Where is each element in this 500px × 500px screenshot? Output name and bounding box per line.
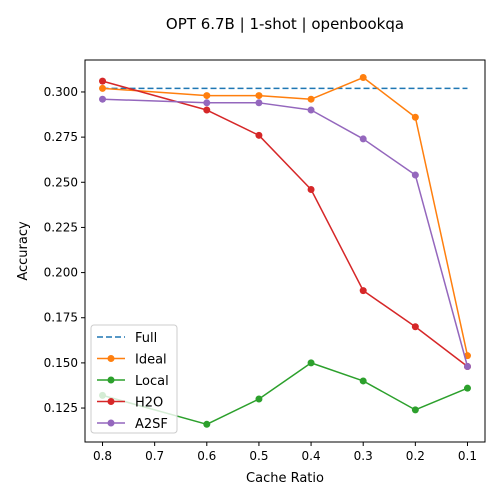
data-point-h2o	[255, 131, 263, 139]
legend: Full Ideal Local H2O A2SF	[90, 324, 178, 434]
y-tick-label: 0.175	[44, 311, 78, 325]
legend-marker-a2sf	[107, 419, 115, 427]
y-tick-label: 0.200	[44, 266, 78, 280]
data-point-a2sf	[411, 171, 419, 179]
data-point-ideal	[203, 92, 211, 100]
x-tick-label: 0.3	[354, 449, 373, 463]
x-tick-label: 0.4	[302, 449, 321, 463]
y-tick-label: 0.125	[44, 401, 78, 415]
data-point-ideal	[99, 84, 107, 92]
y-tick-label: 0.250	[44, 175, 78, 189]
legend-box	[90, 324, 178, 434]
x-tick-label: 0.7	[145, 449, 164, 463]
chart-title: OPT 6.7B | 1-shot | openbookqa	[166, 15, 404, 33]
legend-item-ideal: Ideal	[97, 353, 167, 368]
series-line-h2o	[102, 80, 468, 368]
x-axis-label: Cache Ratio	[246, 471, 324, 486]
y-tick-label: 0.225	[44, 220, 78, 234]
legend-item-a2sf: A2SF	[97, 417, 168, 432]
data-point-a2sf	[255, 99, 263, 107]
series-ideal	[99, 74, 471, 360]
legend-item-h2o: H2O	[97, 396, 163, 411]
data-point-local	[463, 384, 471, 392]
y-tick-label: 0.300	[44, 85, 78, 99]
legend-item-full: Full	[97, 331, 157, 346]
plot-area	[99, 74, 471, 428]
legend-label-a2sf: A2SF	[135, 417, 168, 432]
data-point-local	[359, 377, 367, 385]
data-point-ideal	[411, 113, 419, 121]
y-tick-label: 0.150	[44, 356, 78, 370]
x-tick-label: 0.8	[93, 449, 112, 463]
data-point-ideal	[359, 74, 367, 82]
x-tick-label: 0.1	[458, 449, 477, 463]
data-point-a2sf	[203, 99, 211, 107]
y-axis-label: Accuracy	[16, 221, 31, 281]
data-point-local	[203, 420, 211, 428]
legend-label-ideal: Ideal	[135, 353, 167, 368]
y-tick-label: 0.275	[44, 130, 78, 144]
data-point-h2o	[359, 287, 367, 295]
data-point-ideal	[255, 92, 263, 100]
data-point-h2o	[307, 186, 315, 194]
x-tick-label: 0.2	[406, 449, 425, 463]
data-point-a2sf	[359, 135, 367, 143]
legend-marker-h2o	[107, 398, 115, 405]
data-point-local	[255, 395, 263, 403]
x-tick-label: 0.6	[197, 449, 216, 463]
legend-item-local: Local	[97, 374, 169, 389]
legend-marker-ideal	[107, 355, 115, 362]
y-axis: 0.125 0.150 0.175 0.200 0.225 0.250 0.275 0.300	[44, 85, 85, 415]
series-h2o	[99, 77, 471, 371]
data-point-a2sf	[307, 106, 315, 114]
legend-label-local: Local	[135, 374, 169, 389]
data-point-h2o	[411, 323, 419, 331]
data-point-h2o	[203, 106, 211, 114]
data-point-a2sf	[99, 95, 107, 103]
data-point-h2o	[99, 77, 107, 85]
data-point-a2sf	[463, 363, 471, 371]
legend-marker-local	[107, 376, 115, 384]
data-point-local	[307, 359, 315, 367]
x-tick-label: 0.5	[249, 449, 268, 463]
x-axis: 0.8 0.7 0.6 0.5 0.4 0.3 0.2 0.1	[93, 442, 477, 463]
data-point-local	[411, 406, 419, 414]
legend-label-h2o: H2O	[135, 396, 163, 411]
series-a2sf	[99, 95, 471, 371]
plot-frame	[84, 59, 486, 443]
data-point-ideal	[307, 95, 315, 103]
legend-label-full: Full	[135, 331, 157, 346]
